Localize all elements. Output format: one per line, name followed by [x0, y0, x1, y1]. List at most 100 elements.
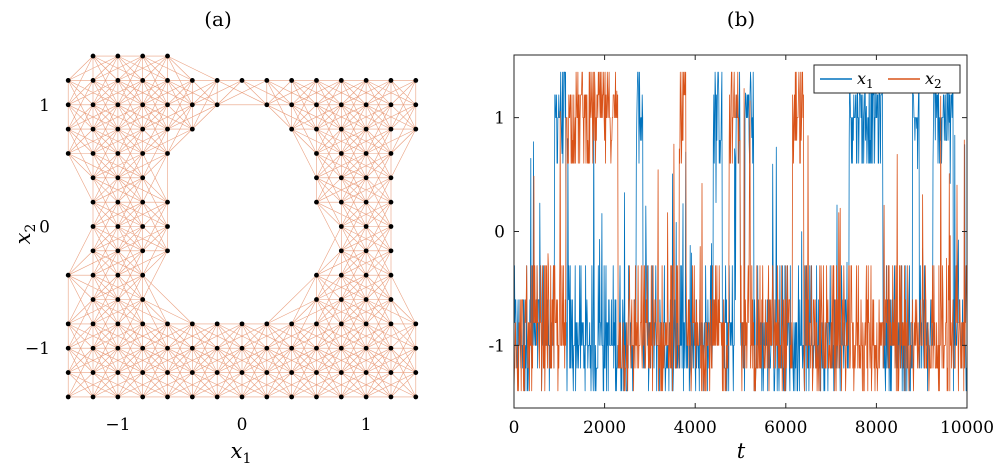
network-node [388, 394, 394, 400]
network-node [363, 126, 369, 132]
network-node [189, 370, 195, 375]
network-node [314, 394, 319, 400]
legend-x2-label: x2 [925, 69, 942, 91]
panel-a: (a) −1 0 1 1 0 −1 x1 x2 [11, 7, 419, 467]
network-node [140, 345, 146, 351]
network-node [338, 370, 344, 375]
x-tick-labels: −1 0 1 [105, 415, 371, 435]
x-tick-label: −1 [105, 415, 130, 435]
network-node [264, 394, 270, 400]
network-node [140, 151, 146, 156]
x-tick-labels: 0 2000 4000 6000 8000 10000 [509, 418, 994, 438]
network-node [413, 370, 419, 375]
network-node [115, 102, 121, 108]
network-node [65, 78, 71, 83]
legend: x1 x2 [813, 64, 961, 94]
network-node [140, 102, 146, 108]
network-node [264, 78, 270, 83]
network-node [388, 248, 394, 254]
network-node [388, 126, 394, 132]
network-node [388, 151, 394, 156]
network-node [189, 394, 195, 400]
network-node [140, 224, 146, 229]
network-node [115, 345, 121, 351]
network-node [239, 370, 245, 375]
network-node [338, 394, 344, 400]
network-edge-paths [67, 55, 417, 398]
network-node [289, 78, 295, 83]
network-node [363, 297, 369, 302]
network-node [338, 78, 344, 83]
network-node [90, 175, 96, 181]
series-x2-line [513, 71, 968, 392]
network-node [338, 175, 344, 181]
x-tick-label: 10000 [940, 418, 994, 438]
network-node [165, 394, 170, 400]
network-node [65, 151, 71, 156]
x-tick-label: 4000 [674, 418, 717, 438]
network-node [140, 248, 146, 254]
network-node [115, 224, 121, 229]
network-node [90, 345, 96, 351]
network-nodes [65, 53, 419, 400]
network-node [264, 102, 270, 108]
network-node [90, 272, 96, 278]
network-node [115, 248, 121, 254]
network-node [338, 102, 344, 108]
network-node [388, 224, 394, 229]
network-node [165, 199, 170, 205]
network-node [165, 370, 170, 375]
network-node [239, 321, 245, 327]
network-node [165, 224, 170, 229]
network-node [413, 394, 419, 400]
network-node [214, 345, 220, 351]
network-node [90, 224, 96, 229]
network-node [388, 78, 394, 83]
network-node [65, 345, 71, 351]
network-node [363, 370, 369, 375]
y-tick-label: 1 [494, 109, 505, 129]
network-node [363, 175, 369, 181]
network-node [314, 345, 319, 351]
network-node [388, 370, 394, 375]
network-node [363, 102, 369, 108]
network-node [388, 321, 394, 327]
network-node [165, 126, 170, 132]
network-node [189, 78, 195, 83]
x-tick-label: 6000 [764, 418, 807, 438]
network-node [115, 175, 121, 181]
network-node [363, 321, 369, 327]
network-node [239, 394, 245, 400]
network-node [90, 370, 96, 375]
network-node [388, 297, 394, 302]
panel-a-label: (a) [204, 7, 232, 31]
network-node [413, 345, 419, 351]
network-node [363, 78, 369, 83]
network-node [140, 272, 146, 278]
network-node [165, 53, 170, 59]
network-node [363, 199, 369, 205]
x-tick-label: 8000 [855, 418, 898, 438]
network-node [338, 151, 344, 156]
network-node [314, 321, 319, 327]
y-tick-labels: 1 0 −1 [25, 96, 50, 359]
y-tick-label: 0 [39, 218, 50, 238]
network-node [338, 126, 344, 132]
network-node [239, 78, 245, 83]
network-node [189, 321, 195, 327]
network-node [264, 370, 270, 375]
network-node [115, 272, 121, 278]
network-node [140, 53, 146, 59]
network-node [165, 102, 170, 108]
network-node [90, 53, 96, 59]
network-node [338, 248, 344, 254]
network-node [115, 78, 121, 83]
network-node [214, 102, 220, 108]
network-node [90, 78, 96, 83]
network-node [65, 321, 71, 327]
axis-ticks [513, 55, 968, 408]
network-node [165, 248, 170, 254]
t-axis-label: t [737, 439, 746, 463]
network-node [214, 370, 220, 375]
